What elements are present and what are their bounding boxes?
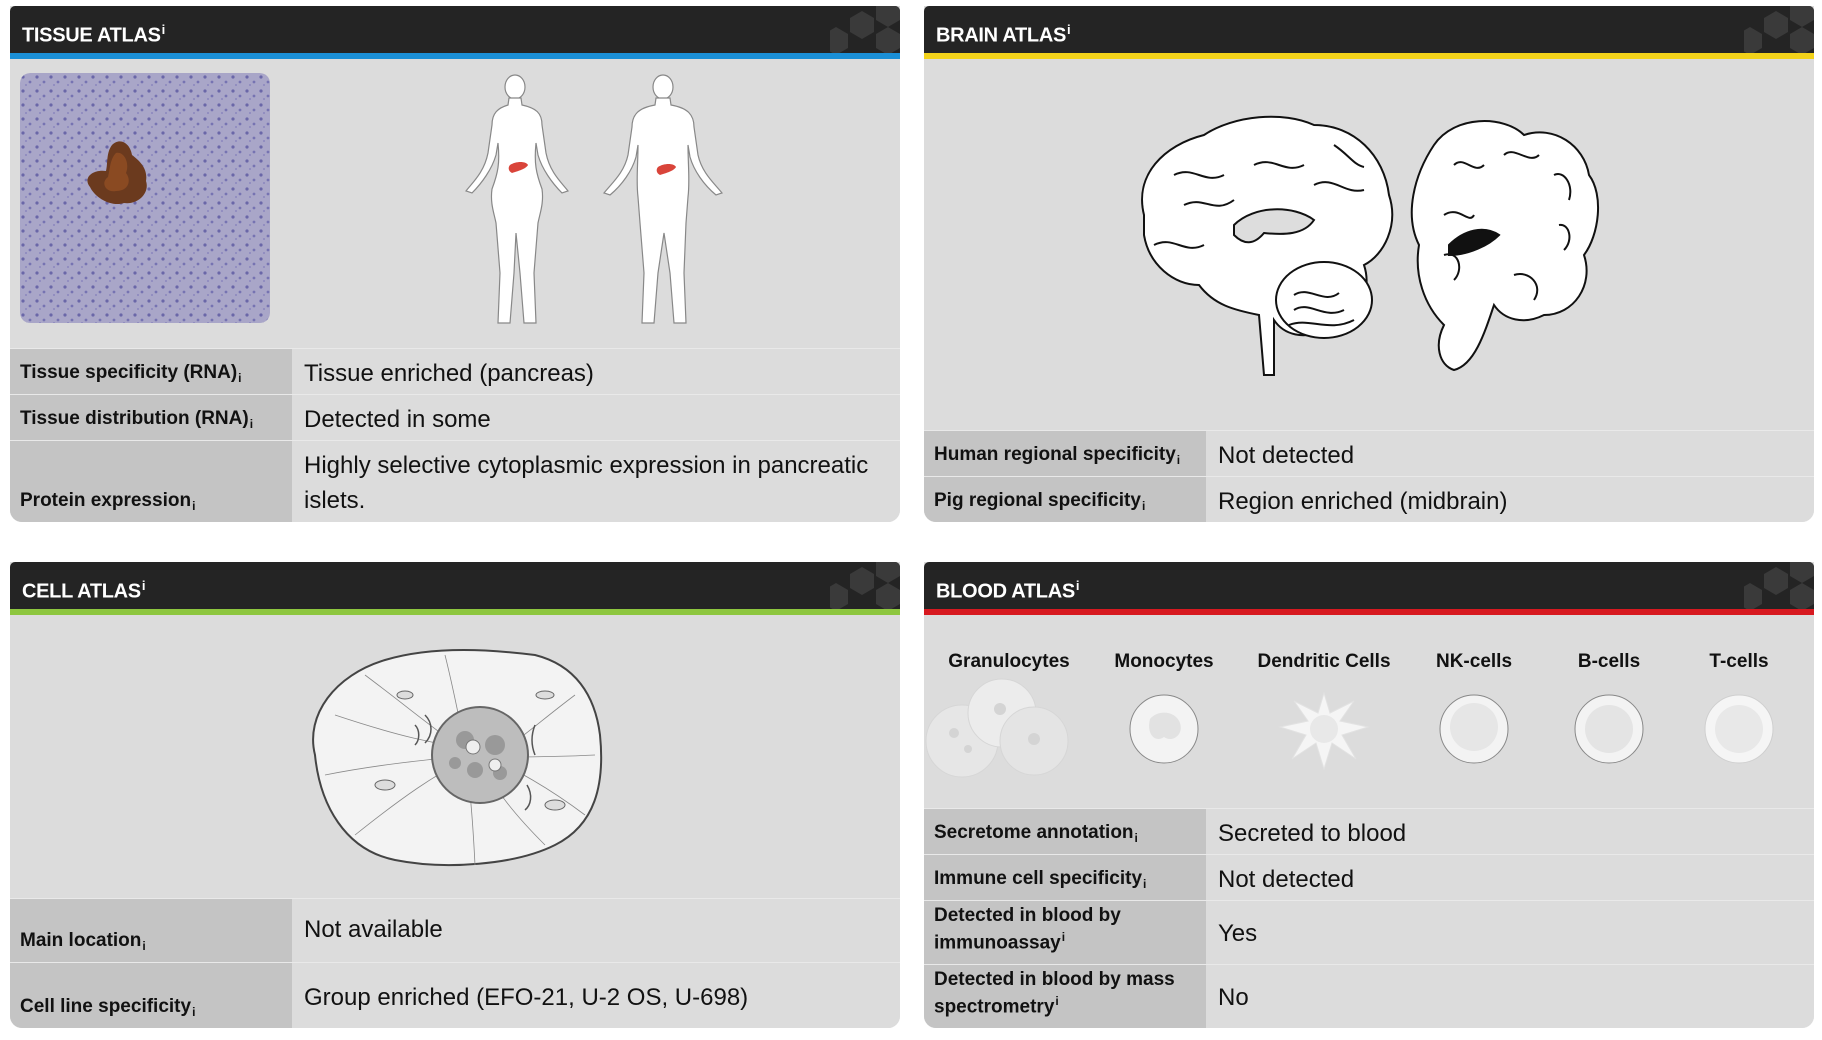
- hexagon-pattern-icon: [830, 562, 900, 609]
- blood-atlas-title: BLOOD ATLAS: [936, 580, 1075, 603]
- table-row: Tissue specificity (RNA) i Tissue enriche…: [10, 348, 900, 394]
- info-icon[interactable]: i: [142, 938, 146, 953]
- b-cell-icon: [1574, 694, 1644, 764]
- info-icon[interactable]: i: [1055, 994, 1059, 1009]
- cell-table: Main location i Not available Cell line s…: [10, 898, 900, 1028]
- nk-cell-icon: [1439, 694, 1509, 764]
- row-label: Detected in blood by immunoassayi: [934, 903, 1196, 956]
- info-icon[interactable]: i: [161, 22, 166, 37]
- row-value: Secreted to blood: [1218, 820, 1407, 847]
- blood-cell-types: Granulocytes Monocytes Dendritic Cells: [924, 651, 1814, 817]
- brain-atlas-panel: BRAIN ATLASi Human regional sp: [924, 6, 1814, 522]
- cell-type-b-cells[interactable]: B-cells: [1554, 651, 1664, 778]
- tissue-atlas-panel: TISSUE ATLASi: [10, 6, 900, 522]
- row-label: Cell line specificity: [20, 996, 192, 1018]
- cell-type-nk-cells[interactable]: NK-cells: [1414, 651, 1534, 778]
- blood-body: Granulocytes Monocytes Dendritic Cells: [924, 615, 1814, 1028]
- row-value: Tissue enriched (pancreas): [304, 360, 594, 387]
- row-value: Yes: [1218, 920, 1258, 947]
- table-row: Secretome annotation i Secreted to blood: [924, 808, 1814, 854]
- row-label: Tissue distribution (RNA): [20, 408, 249, 430]
- brain-table: Human regional specificity i Not detected…: [924, 430, 1814, 522]
- info-icon[interactable]: i: [1067, 22, 1071, 37]
- cell-type-dendritic-cells[interactable]: Dendritic Cells: [1244, 651, 1404, 778]
- row-label: Immune cell specificity: [934, 868, 1143, 890]
- cell-type-monocytes[interactable]: Monocytes: [1104, 651, 1224, 778]
- cell-type-label: B-cells: [1577, 651, 1641, 672]
- cell-atlas-title: CELL ATLAS: [22, 580, 141, 603]
- row-value: No: [1218, 984, 1249, 1011]
- row-label: Secretome annotation: [934, 822, 1134, 844]
- t-cell-icon: [1704, 694, 1774, 764]
- row-value: Highly selective cytoplasmic expression …: [304, 452, 869, 514]
- table-row: Human regional specificity i Not detected: [924, 430, 1814, 476]
- cell-type-label: Granulocytes: [948, 651, 1070, 672]
- info-icon[interactable]: i: [1141, 498, 1146, 513]
- row-label-text: Detected in blood by immunoassay: [934, 905, 1121, 954]
- table-row: Detected in blood by mass spectrometryi …: [924, 964, 1814, 1028]
- row-label: Human regional specificity: [934, 444, 1176, 466]
- tissue-table: Tissue specificity (RNA) i Tissue enriche…: [10, 348, 900, 522]
- blood-atlas-header[interactable]: BLOOD ATLASi: [924, 562, 1814, 609]
- info-icon[interactable]: i: [192, 498, 196, 513]
- row-value: Detected in some: [304, 406, 491, 433]
- row-value: Group enriched (EFO-21, U-2 OS, U-698): [304, 984, 749, 1011]
- dendritic-cell-icon: [1278, 691, 1370, 771]
- row-label: Protein expression: [20, 490, 192, 512]
- tissue-body: Tissue specificity (RNA) i Tissue enriche…: [10, 59, 900, 522]
- brain-body: Human regional specificity i Not detected…: [924, 59, 1814, 522]
- monocyte-icon: [1129, 694, 1199, 764]
- cell-type-label: Dendritic Cells: [1257, 651, 1391, 672]
- brain-atlas-header[interactable]: BRAIN ATLASi: [924, 6, 1814, 53]
- table-row: Pig regional specificity i Region enriche…: [924, 476, 1814, 522]
- brain-atlas-title: BRAIN ATLAS: [936, 24, 1067, 47]
- row-value: Not detected: [1218, 442, 1355, 469]
- tissue-atlas-header[interactable]: TISSUE ATLASi: [10, 6, 900, 53]
- hexagon-pattern-icon: [1744, 6, 1814, 53]
- info-icon[interactable]: i: [1143, 876, 1147, 891]
- table-row: Cell line specificity i Group enriched (E…: [10, 962, 900, 1028]
- row-value: Not available: [304, 916, 443, 943]
- cell-illustration-image: [312, 649, 603, 866]
- info-icon[interactable]: i: [249, 416, 254, 431]
- info-icon[interactable]: i: [1134, 830, 1138, 845]
- blood-atlas-panel: BLOOD ATLASi Granulocytes Monocytes: [924, 562, 1814, 1028]
- info-icon[interactable]: i: [1176, 452, 1181, 467]
- cell-type-t-cells[interactable]: T-cells: [1684, 651, 1794, 778]
- row-label: Main location: [20, 930, 142, 952]
- table-row: Protein expression i Highly selective cyt…: [10, 440, 900, 522]
- info-icon[interactable]: i: [1075, 578, 1080, 593]
- cell-type-granulocytes[interactable]: Granulocytes: [925, 651, 1074, 788]
- row-value: Region enriched (midbrain): [1218, 488, 1508, 515]
- hexagon-pattern-icon: [830, 6, 900, 53]
- row-value: Not detected: [1218, 866, 1355, 893]
- table-row: Detected in blood by immunoassayi Yes: [924, 900, 1814, 964]
- cell-body: Main location i Not available Cell line s…: [10, 615, 900, 1028]
- cell-type-label: Monocytes: [1114, 651, 1214, 672]
- row-label: Pig regional specificity: [934, 490, 1141, 512]
- row-label: Detected in blood by mass spectrometryi: [934, 967, 1196, 1020]
- brain-illustration-image: [1141, 115, 1600, 376]
- cell-type-label: NK-cells: [1435, 651, 1513, 672]
- cell-type-label: T-cells: [1709, 651, 1769, 672]
- cell-atlas-panel: CELL ATLASi Main l: [10, 562, 900, 1028]
- table-row: Main location i Not available: [10, 898, 900, 962]
- body-figures-image: [465, 74, 724, 324]
- hexagon-pattern-icon: [1744, 562, 1814, 609]
- granulocyte-icon: [925, 678, 1069, 778]
- info-icon[interactable]: i: [192, 1004, 196, 1019]
- blood-table: Secretome annotation i Secreted to blood …: [924, 808, 1814, 1028]
- tissue-atlas-title: TISSUE ATLAS: [22, 24, 161, 47]
- table-row: Immune cell specificity i Not detected: [924, 854, 1814, 900]
- info-icon[interactable]: i: [141, 578, 146, 593]
- cell-atlas-header[interactable]: CELL ATLASi: [10, 562, 900, 609]
- info-icon[interactable]: i: [1061, 930, 1066, 945]
- histology-image[interactable]: [20, 73, 270, 323]
- table-row: Tissue distribution (RNA) i Detected in s…: [10, 394, 900, 440]
- row-label: Tissue specificity (RNA): [20, 362, 238, 384]
- info-icon[interactable]: i: [238, 370, 242, 385]
- row-label-text: Detected in blood by mass spectrometry: [934, 969, 1175, 1018]
